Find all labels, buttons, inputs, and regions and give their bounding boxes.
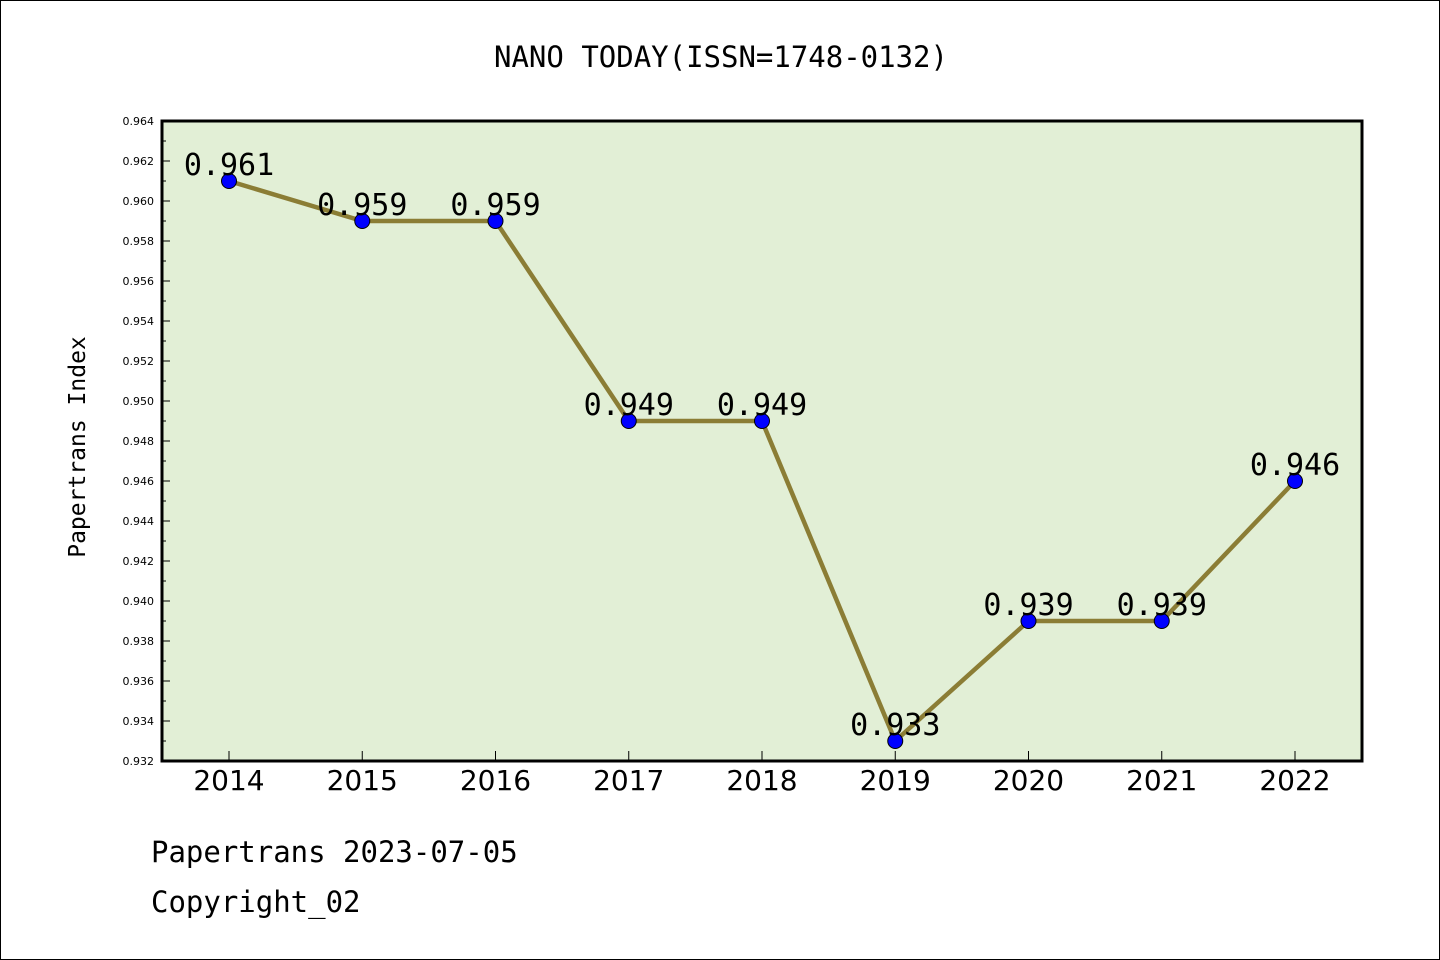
y-tick-label: 0.934 bbox=[123, 715, 155, 728]
y-tick-label: 0.946 bbox=[123, 475, 155, 488]
x-tick-label: 2020 bbox=[993, 764, 1064, 797]
y-tick-label: 0.932 bbox=[123, 755, 155, 768]
data-point bbox=[1153, 613, 1170, 629]
data-label: 0.949 bbox=[717, 388, 807, 423]
x-tick-label: 2018 bbox=[726, 764, 797, 797]
data-labels: 0.961 0.959 0.959 0.949 0.949 0.933 0.939 0.939… bbox=[184, 148, 1340, 743]
data-label: 0.946 bbox=[1250, 448, 1340, 483]
y-tick-label: 0.956 bbox=[123, 275, 155, 288]
y-tick-label: 0.960 bbox=[123, 195, 155, 208]
footer-date: Papertrans 2023-07-05 bbox=[151, 835, 518, 869]
y-tick-label: 0.962 bbox=[123, 155, 155, 168]
x-tick-label: 2015 bbox=[327, 764, 398, 797]
x-tick-label: 2019 bbox=[860, 764, 931, 797]
data-label: 0.939 bbox=[983, 588, 1073, 623]
data-point bbox=[487, 213, 504, 229]
y-tick-label: 0.952 bbox=[123, 355, 155, 368]
y-tick-label: 0.958 bbox=[123, 235, 155, 248]
data-point bbox=[887, 733, 904, 749]
data-point bbox=[754, 413, 770, 429]
series-markers bbox=[221, 173, 1303, 749]
y-tick-label: 0.940 bbox=[123, 595, 155, 608]
y-tick-label: 0.954 bbox=[123, 315, 155, 328]
x-tick-label: 2016 bbox=[460, 764, 531, 797]
x-tick-label: 2017 bbox=[593, 764, 664, 797]
data-label: 0.933 bbox=[850, 708, 940, 743]
y-tick-label: 0.964 bbox=[123, 115, 155, 128]
y-tick-label: 0.942 bbox=[123, 555, 155, 568]
data-point bbox=[620, 413, 637, 429]
footer-copyright: Copyright_02 bbox=[151, 885, 361, 919]
data-label: 0.939 bbox=[1117, 588, 1207, 623]
x-axis: 2014 2015 2016 2017 2018 2019 2020 2021 2022 bbox=[193, 751, 1331, 797]
y-tick-label: 0.938 bbox=[123, 635, 155, 648]
data-point bbox=[354, 213, 371, 229]
data-point bbox=[1020, 613, 1037, 629]
y-tick-label: 0.948 bbox=[123, 435, 155, 448]
y-tick-label: 0.944 bbox=[123, 515, 155, 528]
y-axis-label: Papertrans Index bbox=[65, 336, 91, 558]
y-axis: 0.932 0.934 0.936 0.938 0.940 0.942 0.944 0.946… bbox=[123, 115, 170, 768]
data-point bbox=[1287, 473, 1303, 489]
data-label: 0.949 bbox=[584, 388, 674, 423]
y-tick-label: 0.936 bbox=[123, 675, 155, 688]
data-point bbox=[221, 173, 237, 189]
data-label: 0.961 bbox=[184, 148, 274, 183]
x-tick-label: 2022 bbox=[1259, 764, 1330, 797]
x-tick-label: 2014 bbox=[193, 764, 264, 797]
y-tick-label: 0.950 bbox=[123, 395, 155, 408]
x-tick-label: 2021 bbox=[1126, 764, 1197, 797]
data-label: 0.959 bbox=[450, 188, 540, 223]
chart-title: NANO TODAY(ISSN=1748-0132) bbox=[494, 40, 948, 74]
data-label: 0.959 bbox=[317, 188, 407, 223]
